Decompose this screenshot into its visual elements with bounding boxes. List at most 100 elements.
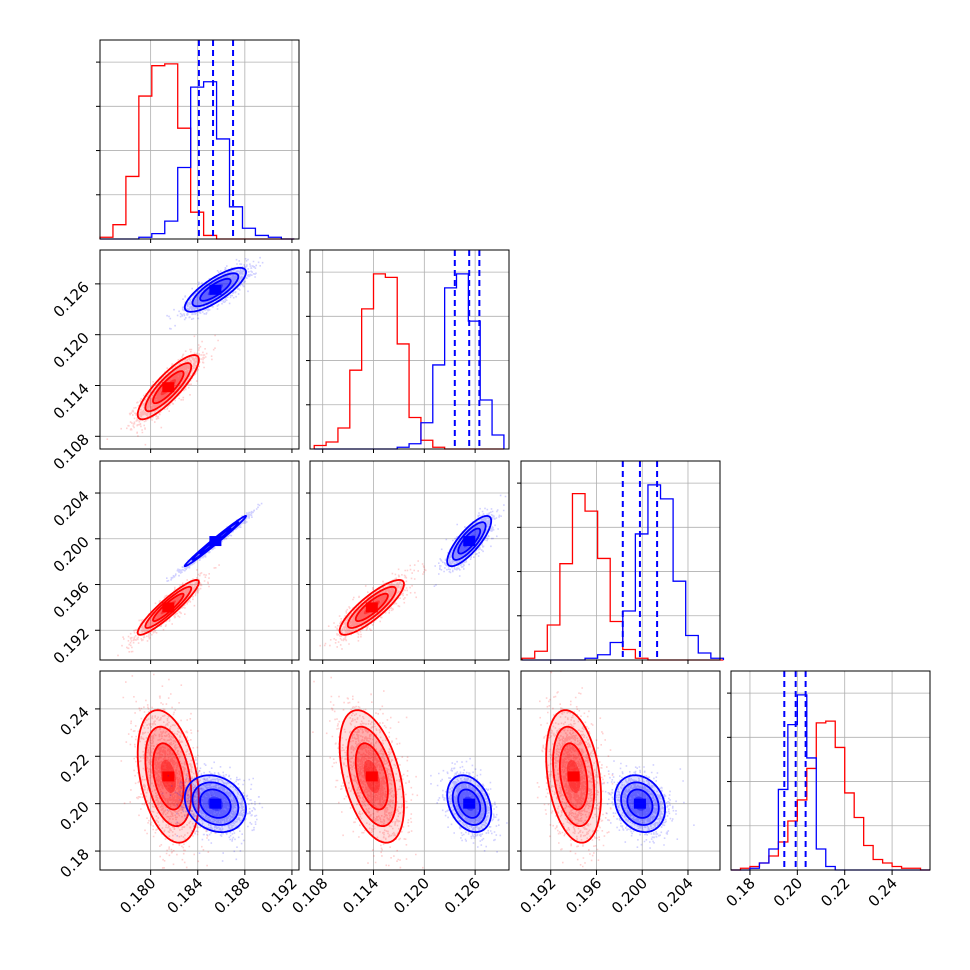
x-tick-label: 0.188 [211, 874, 254, 917]
x-tick-label: 0.24 [865, 874, 901, 910]
y-tick-label: 0.200 [50, 533, 93, 576]
density-peak-red [365, 771, 378, 782]
panel-background [310, 461, 509, 660]
density-peak-blue [463, 536, 476, 547]
x-tick-label: 0.120 [390, 874, 433, 917]
hist-panel-3 [727, 670, 931, 871]
contour-blue [199, 527, 232, 555]
hist-panel-1 [306, 249, 510, 453]
panel-frame [99, 39, 300, 240]
x-tick-label: 0.22 [817, 874, 853, 910]
scatter-points-blue [161, 758, 264, 862]
panel-frame [520, 460, 721, 661]
y-tick-label: 0.22 [56, 750, 92, 786]
panel-frame [99, 460, 300, 661]
panel-frame [309, 460, 510, 661]
x-tick-label: 0.184 [163, 874, 206, 917]
hist-panel-2 [517, 460, 725, 664]
y-tick-label: 0.20 [56, 798, 92, 834]
y-tick-label: 0.204 [50, 487, 93, 530]
contour-red [338, 709, 405, 844]
contour-red [152, 592, 185, 623]
y-tick-label: 0.196 [50, 579, 93, 622]
contour-blue [446, 774, 493, 833]
contour-blue [626, 788, 654, 819]
panel-content [310, 671, 509, 870]
density-peak-blue [633, 798, 646, 809]
scatter-points-red [536, 671, 615, 870]
scatter-panel-2-0 [99, 460, 300, 664]
density-peak-red [365, 602, 378, 613]
contour-blue [191, 272, 240, 308]
density-peak-blue [209, 536, 222, 547]
contour-red [152, 742, 185, 811]
scatter-points-red [120, 673, 216, 869]
panel-background [100, 40, 299, 239]
x-tick-label: 0.192 [516, 874, 559, 917]
scatter-panel-3-1 [306, 670, 510, 871]
panel-content [100, 671, 299, 870]
contour-red [144, 585, 193, 629]
contour-red [136, 579, 200, 636]
panel-frame [309, 249, 510, 450]
contour-red [354, 742, 389, 811]
contour-red [346, 585, 397, 629]
contour-blue [613, 774, 667, 834]
contour-red [545, 709, 602, 844]
panel-background [100, 671, 299, 870]
y-tick-label: 0.126 [50, 278, 93, 321]
contour-blue [446, 515, 493, 568]
contour-blue [199, 277, 232, 302]
x-tick-label: 0.18 [722, 874, 758, 910]
y-tick-label: 0.18 [56, 845, 92, 881]
hist-panel-0 [96, 39, 300, 243]
contour-blue [620, 781, 660, 826]
density-peak-red [162, 382, 175, 393]
y-tick-label: 0.108 [50, 430, 93, 473]
histogram-blue [100, 81, 295, 240]
scatter-panel-1-0 [99, 249, 300, 453]
density-peak-red [162, 771, 175, 782]
scatter-panel-3-2 [517, 670, 721, 871]
scatter-panel-2-1 [306, 460, 510, 664]
x-tick-label: 0.180 [116, 874, 159, 917]
contour-red [354, 592, 389, 623]
scatter-panel-3-0 [99, 670, 300, 871]
y-tick-label: 0.192 [50, 624, 93, 667]
contour-red [338, 579, 405, 636]
panel-background [310, 671, 509, 870]
contour-blue [199, 788, 232, 819]
x-tick-label: 0.20 [770, 874, 806, 910]
x-tick-label: 0.200 [608, 874, 651, 917]
contour-red [152, 370, 185, 405]
y-tick-label: 0.24 [56, 703, 92, 739]
x-tick-label: 0.196 [562, 874, 605, 917]
x-tick-label: 0.108 [288, 874, 331, 917]
panel-background [731, 671, 930, 870]
contour-blue [191, 781, 240, 826]
panel-content [521, 671, 720, 870]
y-tick-label: 0.114 [50, 380, 93, 423]
density-peak-blue [209, 284, 222, 295]
contour-red [144, 725, 193, 828]
panel-frame [309, 670, 510, 871]
contour-blue [451, 781, 487, 826]
contour-blue [183, 266, 247, 313]
contour-red [144, 362, 193, 413]
panel-frame [520, 670, 721, 871]
contour-red [552, 725, 596, 828]
panel-content [100, 461, 299, 660]
contour-blue [451, 521, 487, 561]
y-tick-label: 0.120 [50, 329, 93, 372]
x-tick-label: 0.204 [654, 874, 697, 917]
panel-background [521, 461, 720, 660]
contour-red [346, 725, 397, 828]
density-peak-red [162, 602, 175, 613]
panel-content [100, 250, 299, 449]
panel-frame [99, 670, 300, 871]
density-peak-red [567, 771, 580, 782]
contour-red [558, 742, 589, 811]
panel-background [100, 461, 299, 660]
density-peak-blue [463, 798, 476, 809]
